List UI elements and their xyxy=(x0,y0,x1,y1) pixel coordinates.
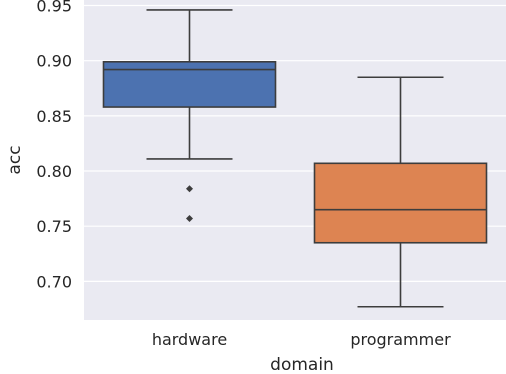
x-tick-label: programmer xyxy=(350,330,451,349)
plot-area: 0.70 0.75 0.80 0.85 0.90 0.95 hardware programm… xyxy=(36,0,506,349)
box-group-programmer xyxy=(313,76,488,308)
x-tick-label: hardware xyxy=(152,330,227,349)
y-tick-label: 0.95 xyxy=(36,0,72,16)
y-tick-label: 0.90 xyxy=(36,52,72,71)
x-axis-label: domain xyxy=(270,355,334,374)
outlier-point xyxy=(186,185,193,193)
y-tick-label: 0.85 xyxy=(36,107,72,126)
y-tick-label: 0.75 xyxy=(36,217,72,236)
y-tick-label: 0.80 xyxy=(36,162,72,181)
plot-background xyxy=(84,0,506,320)
y-axis-label: acc xyxy=(5,145,25,174)
iqr-box xyxy=(313,162,488,244)
iqr-box xyxy=(102,60,277,108)
box-group-hardware xyxy=(102,9,277,222)
outlier-point xyxy=(186,214,193,222)
y-tick-label: 0.70 xyxy=(36,272,72,291)
